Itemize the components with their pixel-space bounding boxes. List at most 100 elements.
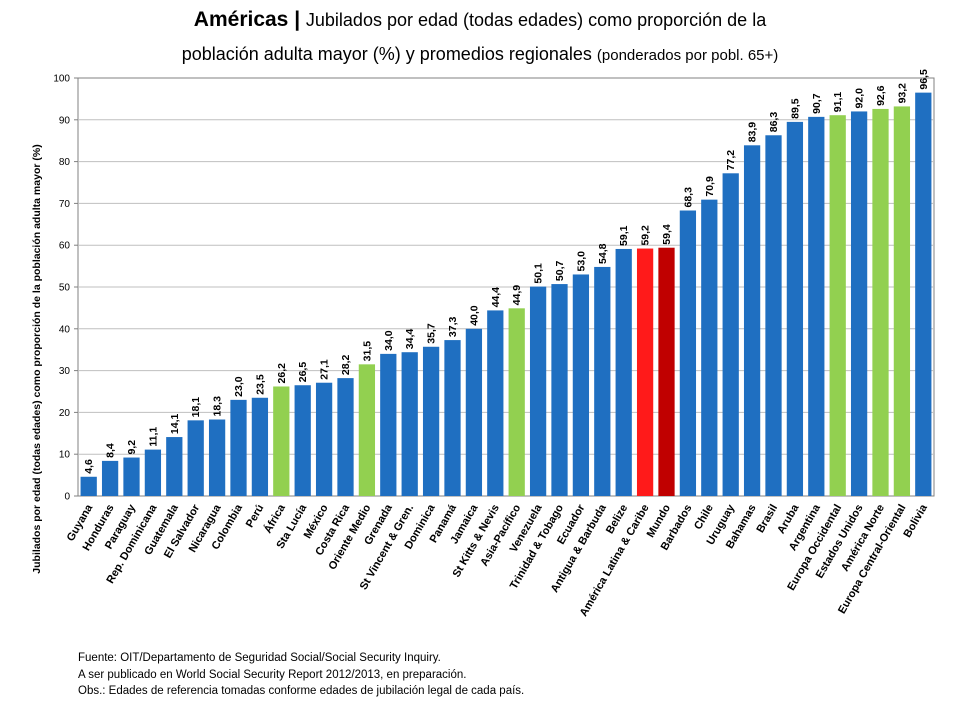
bar-8: [230, 399, 247, 496]
data-label: 90,7: [811, 93, 823, 114]
bar-34: [786, 121, 804, 496]
data-label: 8,4: [105, 443, 117, 458]
bar-11: [294, 385, 311, 496]
bar-21: [508, 308, 525, 496]
data-label: 18,1: [190, 397, 202, 418]
bar-22: [529, 286, 547, 496]
bar-24: [572, 274, 590, 496]
data-label: 26,2: [276, 363, 288, 384]
data-label: 68,3: [682, 187, 694, 208]
y-tick-label: 40: [59, 324, 71, 335]
bar-6: [187, 420, 204, 496]
bar-5: [166, 437, 183, 496]
bar-3: [123, 457, 140, 496]
data-label: 83,9: [747, 122, 759, 143]
footer-publication: A ser publicado en World Social Security…: [78, 668, 467, 681]
data-label: 91,1: [832, 92, 844, 113]
bar-32: [743, 145, 761, 497]
bar-36: [829, 115, 846, 496]
y-tick-label: 90: [59, 115, 71, 126]
title-note: (ponderados por pobl. 65+): [596, 47, 779, 64]
bar-35: [808, 116, 825, 497]
data-label: 50,7: [554, 260, 566, 281]
bar-25: [594, 266, 611, 496]
bar-23: [551, 284, 568, 496]
data-label: 53,0: [575, 251, 587, 272]
data-label: 34,0: [383, 330, 395, 351]
bar-27: [636, 248, 654, 496]
data-label: 44,9: [511, 285, 523, 306]
bar-15: [380, 353, 397, 496]
title-line2: población adulta mayor (%) y promedios r…: [181, 44, 597, 64]
data-label: 92,0: [854, 88, 866, 109]
data-label: 92,6: [875, 85, 887, 106]
title-region: Américas |: [193, 8, 306, 31]
data-label: 59,1: [618, 225, 630, 246]
bar-18: [444, 340, 461, 496]
y-tick-label: 50: [59, 283, 71, 294]
data-label: 18,3: [212, 396, 224, 417]
bar-37: [850, 111, 868, 496]
bar-17: [422, 346, 440, 496]
data-label: 4,6: [83, 459, 95, 474]
footer-notes: Fuente: OIT/Departamento de Seguridad So…: [78, 650, 524, 700]
bar-9: [251, 397, 269, 496]
bar-14: [358, 364, 376, 496]
bar-33: [765, 135, 782, 496]
data-label: 86,3: [768, 112, 780, 133]
bar-26: [615, 248, 632, 496]
footer-observation: Obs.: Edades de referencia tomadas confo…: [78, 685, 525, 697]
data-label: 23,0: [233, 376, 245, 397]
data-label: 9,2: [126, 440, 138, 455]
bar-30: [701, 199, 718, 496]
data-label: 37,3: [447, 316, 459, 337]
y-tick-label: 70: [59, 199, 71, 210]
y-tick-label: 20: [59, 408, 71, 419]
data-label: 11,1: [147, 427, 159, 447]
bar-28: [658, 247, 675, 496]
data-label: 27,1: [319, 359, 331, 380]
chart-title: Américas | Jubilados por edad (todas eda…: [20, 4, 940, 72]
data-label: 54,8: [597, 243, 609, 264]
data-label: 31,5: [361, 341, 373, 362]
bar-13: [337, 378, 354, 496]
data-label: 44,4: [490, 287, 502, 308]
bar-10: [273, 386, 290, 496]
data-label: 59,2: [640, 225, 652, 246]
y-tick-label: 10: [59, 450, 71, 461]
data-label: 89,5: [789, 98, 801, 119]
data-label: 50,1: [533, 263, 545, 284]
data-label: 59,4: [661, 224, 673, 245]
bar-20: [487, 310, 504, 496]
data-label: 93,2: [896, 83, 908, 104]
data-label: 28,2: [340, 355, 352, 376]
y-tick-label: 0: [64, 492, 70, 503]
bar-2: [101, 460, 119, 496]
title-line1: Jubilados por edad (todas edades) como p…: [305, 10, 767, 30]
y-tick-label: 30: [59, 366, 71, 377]
data-label: 96,5: [918, 69, 930, 90]
data-label: 26,5: [297, 362, 309, 383]
y-tick-label: 80: [59, 157, 71, 168]
bar-39: [893, 106, 911, 497]
bar-19: [465, 328, 483, 496]
data-label: 40,0: [468, 305, 480, 326]
bar-12: [315, 382, 333, 496]
footer-source: Fuente: OIT/Departamento de Seguridad So…: [78, 652, 441, 664]
bar-1: [80, 476, 97, 496]
data-label: 23,5: [254, 374, 266, 395]
data-label: 77,2: [725, 150, 737, 171]
data-label: 70,9: [704, 176, 716, 197]
data-label: 35,7: [426, 323, 438, 344]
y-tick-label: 60: [59, 241, 71, 252]
data-label: 34,4: [404, 329, 416, 350]
data-label: 14,1: [169, 413, 181, 434]
bar-4: [144, 449, 162, 496]
bar-31: [722, 173, 739, 497]
y-tick-label: 100: [53, 74, 70, 85]
bar-16: [401, 352, 418, 496]
bar-7: [208, 419, 226, 496]
bar-38: [872, 108, 889, 497]
bar-40: [915, 92, 932, 496]
